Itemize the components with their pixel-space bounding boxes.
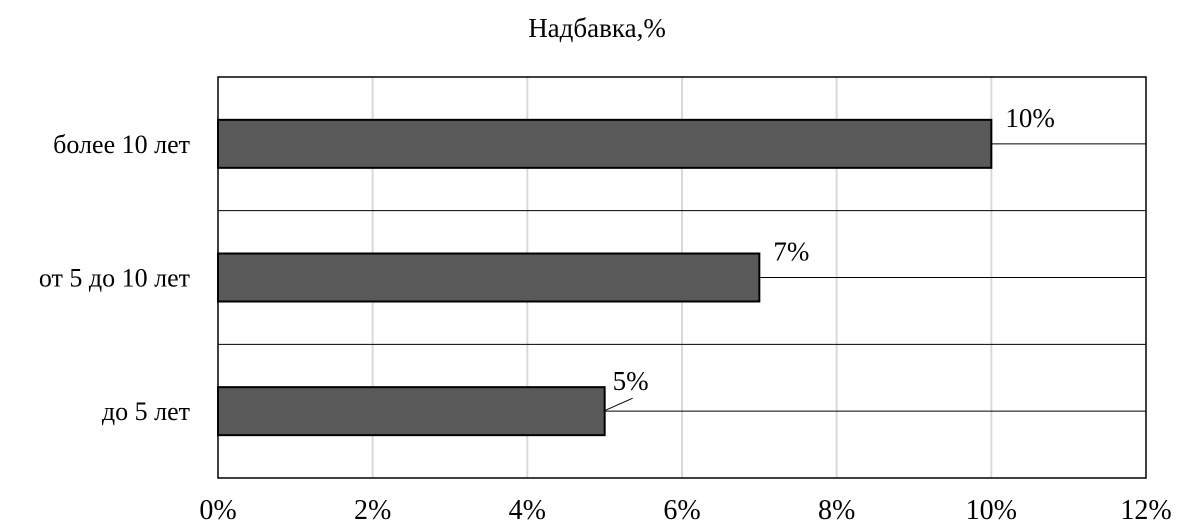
- data-label-2: 7%: [773, 237, 809, 267]
- bar-1: [217, 386, 606, 437]
- x-tick-label-8: 8%: [818, 495, 855, 526]
- x-tick-label-0: 0%: [199, 495, 236, 526]
- x-tick-label-2: 2%: [354, 495, 391, 526]
- data-label-1: 5%: [613, 366, 649, 396]
- x-tick-label-4: 4%: [509, 495, 546, 526]
- x-tick-label-12: 12%: [1120, 495, 1171, 526]
- chart-title: Надбавка,%: [528, 13, 666, 43]
- data-label-pointer: [605, 397, 633, 411]
- bars-layer: [217, 118, 993, 437]
- x-tick-label-6: 6%: [663, 495, 700, 526]
- labels-layer: 0% 2% 4% 6% 8% 10% 12% до 5 лет 5% от 5 до 10 лет…: [39, 103, 1172, 526]
- category-label-3: более 10 лет: [53, 130, 190, 159]
- category-label-2: от 5 до 10 лет: [39, 264, 190, 293]
- plot-area-frame: [217, 76, 1147, 479]
- bar-3: [217, 118, 993, 169]
- x-tick-label-10: 10%: [966, 495, 1017, 526]
- category-label-1: до 5 лет: [102, 397, 190, 426]
- bar-2: [217, 252, 761, 303]
- data-label-3: 10%: [1005, 103, 1054, 133]
